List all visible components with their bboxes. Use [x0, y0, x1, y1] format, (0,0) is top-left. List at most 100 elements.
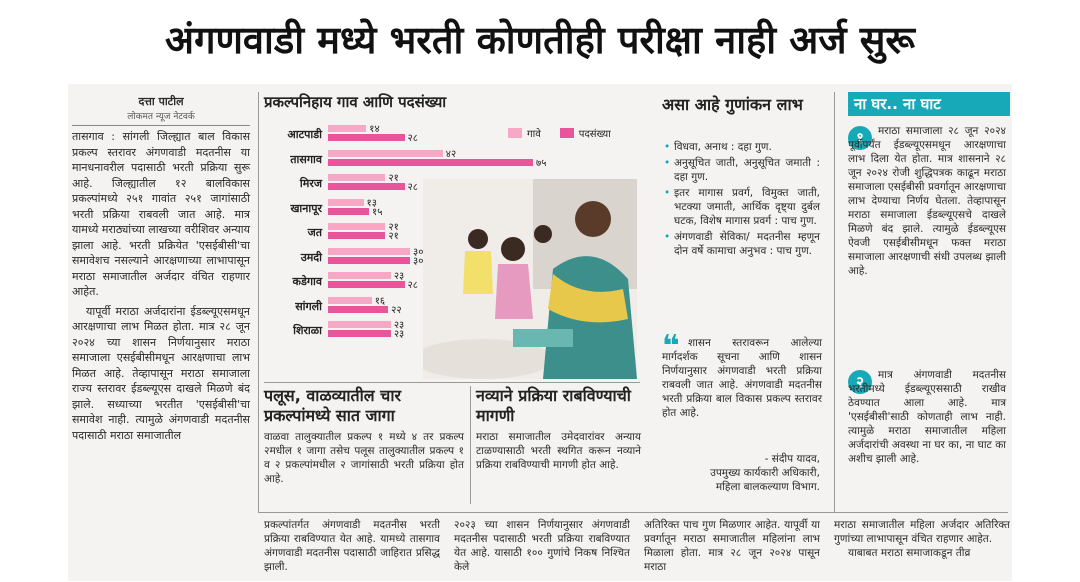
chart-row: सांगली १६ २२	[264, 296, 564, 316]
villages-bar	[328, 125, 367, 132]
chart-category-label: तासगाव	[290, 152, 322, 166]
bar-value-label: २१	[388, 231, 399, 242]
palus-title: पलूस, वाळव्यातील चार प्रकल्पांमध्ये सात …	[264, 386, 402, 425]
byline-sub: लोकमत न्यूज नेटवर्क	[72, 110, 250, 126]
scoring-item: अनुसूचित जाती, अनुसूचित जमाती : दहा गुण.	[662, 156, 820, 184]
chart-row: आटपाडी १४ २८	[264, 124, 564, 144]
bar-value-label: १४	[369, 124, 380, 135]
chart-bottom-divider	[264, 382, 640, 383]
demand-text: मराठा समाजातील उमेदवारांवर अन्याय टाळण्य…	[476, 431, 641, 471]
chart-row: कडेगाव २३ २८	[264, 271, 564, 291]
posts-bar	[328, 330, 391, 337]
official-signature: - संदीप यादव, उपमुख्य कार्यकारी अधिकारी,…	[668, 452, 820, 494]
column-divider	[258, 92, 259, 512]
chart-title: प्रकल्पनिहाय गाव आणि पदसंख्या	[264, 93, 447, 111]
bottom-col-3: अतिरिक्त पाच गुण मिळणार आहेत. यापूर्वी य…	[644, 519, 820, 573]
bar-value-label: १६	[374, 295, 386, 307]
bar-value-label: ७५	[536, 157, 547, 169]
chart-row: शिराळा २३ २३	[264, 320, 564, 340]
chart-row: जत २१ २१	[264, 222, 564, 242]
chart-row: खानापूर १३ १५	[264, 198, 564, 218]
chart-bars: आटपाडी १४ २८ तासगाव ४२ ७५ मिरज २१ २८ खानापूर १३ १५ ज…	[264, 116, 564, 376]
scoring-item: विधवा, अनाथ : दहा गुण.	[662, 140, 820, 154]
scoring-title: असा आहे गुणांकन लाभ	[662, 95, 803, 114]
official-quote: शासन स्तरावरून आलेल्या मार्गदर्शक सूचना …	[662, 337, 822, 419]
chart-row: मिरज २१ २८	[264, 173, 564, 193]
villages-bar	[328, 296, 372, 304]
sidebar-point-1: मराठा समाजाला २८ जून २०२४ पूर्वीपर्यंत ई…	[848, 125, 1006, 277]
chart-category-label: उमदी	[300, 250, 322, 264]
bar-value-label: १५	[372, 206, 383, 218]
anganwadi-photo	[423, 179, 637, 379]
posts-bar	[328, 281, 405, 288]
official-name: - संदीप यादव,	[764, 453, 820, 465]
chart-category-label: जत	[307, 226, 322, 239]
official-role: उपमुख्य कार्यकारी अधिकारी,	[710, 467, 820, 479]
posts-bar	[328, 183, 405, 190]
scoring-item: इतर मागास प्रवर्ग, विमुक्त जाती, भटक्या …	[662, 186, 820, 228]
bar-value-label: ३०	[413, 255, 424, 267]
bottom-col-4: मराठा समाजातील महिला अर्जदार अतिरिक्त गु…	[834, 518, 1010, 582]
bar-value-label: २८	[407, 280, 418, 291]
sidebar-point-2: मात्र अंगणवाडी मदतनीस भरतीमध्ये ईडब्ल्यू…	[848, 369, 1006, 465]
point-two-badge: २	[848, 370, 872, 394]
chart-legend: गावे पदसंख्या	[508, 126, 611, 140]
bar-value-label: ३०	[413, 246, 424, 258]
bottom-col-4-text: मराठा समाजातील महिला अर्जदार अतिरिक्त गु…	[834, 519, 1010, 545]
legend-villages-label: गावे	[527, 129, 541, 140]
posts-bar	[328, 256, 410, 264]
bottom-col-4-text-2: याबाबत मराठा समाजाकडून तीव्र	[848, 547, 971, 559]
legend-posts-swatch	[559, 128, 574, 138]
bar-value-label: २३	[393, 320, 405, 331]
posts-bar	[328, 134, 405, 141]
posts-bar	[328, 305, 389, 313]
legend-villages-swatch	[508, 128, 522, 138]
villages-bar	[328, 174, 386, 181]
demand-title: नव्याने प्रक्रिया राबविण्याची मागणी	[476, 386, 631, 425]
sidebar-title: ना घर.. ना घाट	[848, 92, 1010, 116]
chart-category-label: खानापूर	[290, 201, 322, 215]
posts-bar	[328, 158, 533, 166]
point-one-badge: १	[848, 126, 872, 150]
page-headline: अंगणवाडी मध्ये भरती कोणतीही परीक्षा नाही…	[165, 18, 915, 62]
bar-value-label: २१	[388, 222, 399, 233]
scoring-bullets: विधवा, अनाथ : दहा गुण. अनुसूचित जाती, अन…	[662, 140, 820, 260]
chart-category-label: शिराळा	[293, 324, 322, 337]
right-divider	[834, 92, 835, 512]
villages-bar	[328, 321, 391, 328]
posts-bar	[328, 232, 386, 239]
villages-bar	[328, 223, 386, 230]
villages-bar	[328, 149, 443, 157]
chart-category-label: कडेगाव	[292, 275, 323, 288]
chart-row: तासगाव ४२ ७५	[264, 149, 564, 169]
chart-category-label: सांगली	[295, 299, 322, 313]
bar-value-label: ४२	[445, 148, 457, 160]
bar-value-label: २८	[407, 182, 418, 193]
left-column-text: तासगाव : सांगली जिल्ह्यात बाल विकास प्रक…	[72, 130, 250, 298]
bar-value-label: २२	[391, 304, 402, 316]
byline: दत्ता पाटील	[138, 95, 184, 108]
bar-value-label: २३	[393, 329, 405, 340]
mid-divider	[470, 386, 471, 504]
official-department: महिला बालकल्याण विभाग.	[715, 481, 820, 493]
bar-value-label: २३	[393, 271, 405, 282]
chart-category-label: आटपाडी	[287, 128, 322, 141]
villages-bar	[328, 272, 391, 279]
villages-bar	[328, 198, 364, 206]
bottom-col-2: २०२३ च्या शासन निर्णयानुसार अंगणवाडी मदत…	[454, 519, 630, 573]
bar-value-label: १३	[366, 197, 377, 209]
villages-bar	[328, 247, 410, 255]
chart-category-label: मिरज	[299, 177, 322, 190]
palus-text: वाळवा तालुक्यातील प्रकल्प १ मध्ये ४ तर प…	[264, 431, 464, 485]
chart-row: उमदी ३० ३०	[264, 247, 564, 267]
left-column-text-2: यापूर्वी मराठा अर्जदारांना ईडब्ल्यूएसमधू…	[72, 304, 250, 442]
bottom-col-1: प्रकल्पांतर्गत अंगणवाडी मदतनीस भरती प्रक…	[264, 519, 440, 573]
left-column: दत्ता पाटील लोकमत न्यूज नेटवर्क तासगाव :…	[72, 94, 250, 443]
scoring-item: अंगणवाडी सेविका/ मदतनीस म्हणून दोन वर्षे…	[662, 230, 820, 258]
newspaper-clipping: दत्ता पाटील लोकमत न्यूज नेटवर्क तासगाव :…	[68, 84, 1012, 581]
quote-mark-icon: ❝	[662, 329, 680, 364]
posts-bar	[328, 207, 369, 215]
legend-posts-label: पदसंख्या	[578, 129, 611, 140]
bar-value-label: २१	[388, 173, 399, 184]
bottom-row-divider	[258, 512, 1008, 513]
